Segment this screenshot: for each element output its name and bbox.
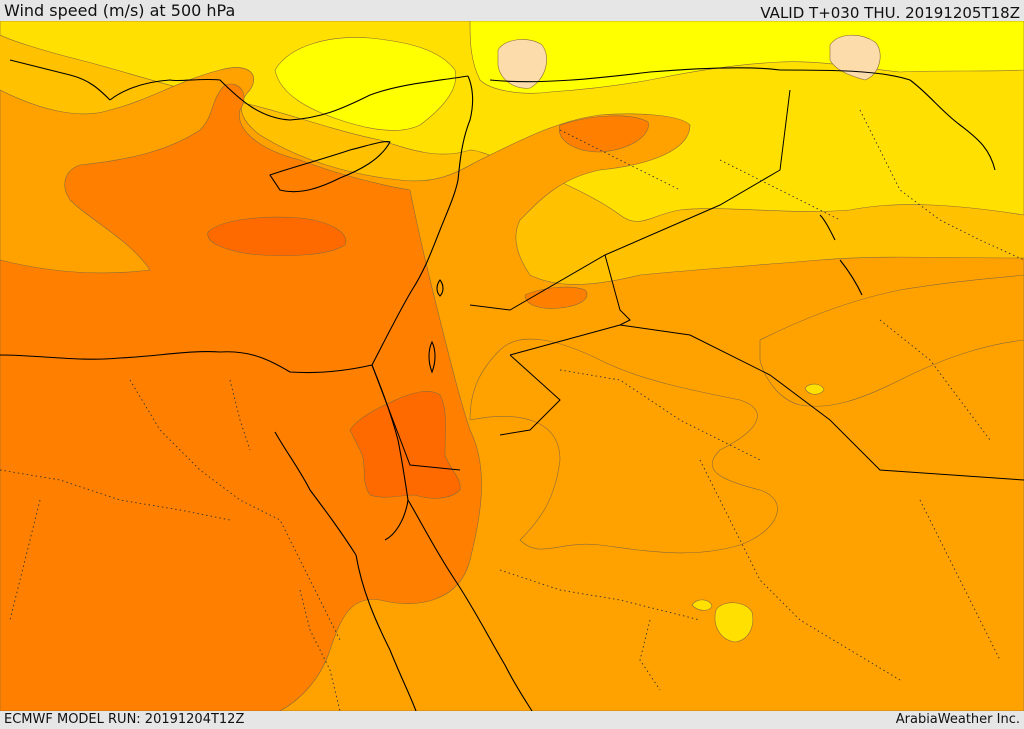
zone-yellow-spot-1 bbox=[714, 602, 754, 643]
valid-time: VALID T+030 THU. 20191205T18Z bbox=[760, 4, 1020, 22]
zone-yellow-spot-3 bbox=[804, 383, 825, 395]
model-run: ECMWF MODEL RUN: 20191204T12Z bbox=[4, 712, 245, 727]
zone-dark-orange-core-1 bbox=[207, 216, 347, 257]
wind-speed-map bbox=[0, 21, 1024, 711]
zone-very-light-1 bbox=[497, 39, 547, 89]
zone-orange-small-2 bbox=[558, 115, 649, 153]
zone-very-light-2 bbox=[829, 34, 881, 81]
zone-light-yellow-ne bbox=[469, 21, 1024, 94]
header-bar: Wind speed (m/s) at 500 hPa VALID T+030 … bbox=[0, 0, 1024, 21]
admin-boundaries bbox=[0, 109, 1024, 711]
footer-bar: ECMWF MODEL RUN: 20191204T12Z ArabiaWeat… bbox=[0, 711, 1024, 729]
zone-orange-central bbox=[0, 83, 482, 711]
zone-orange-east-patch bbox=[759, 274, 1024, 407]
zone-dark-orange-core-2 bbox=[349, 390, 461, 499]
country-borders bbox=[371, 89, 1024, 481]
zone-yellow-spot-2 bbox=[691, 599, 713, 611]
zone-light-yellow-nw bbox=[274, 37, 457, 131]
coastlines bbox=[0, 59, 996, 711]
credit-text: ArabiaWeather Inc. bbox=[895, 712, 1020, 727]
zone-orange-south-patch bbox=[469, 338, 778, 554]
map-title: Wind speed (m/s) at 500 hPa bbox=[4, 1, 236, 20]
